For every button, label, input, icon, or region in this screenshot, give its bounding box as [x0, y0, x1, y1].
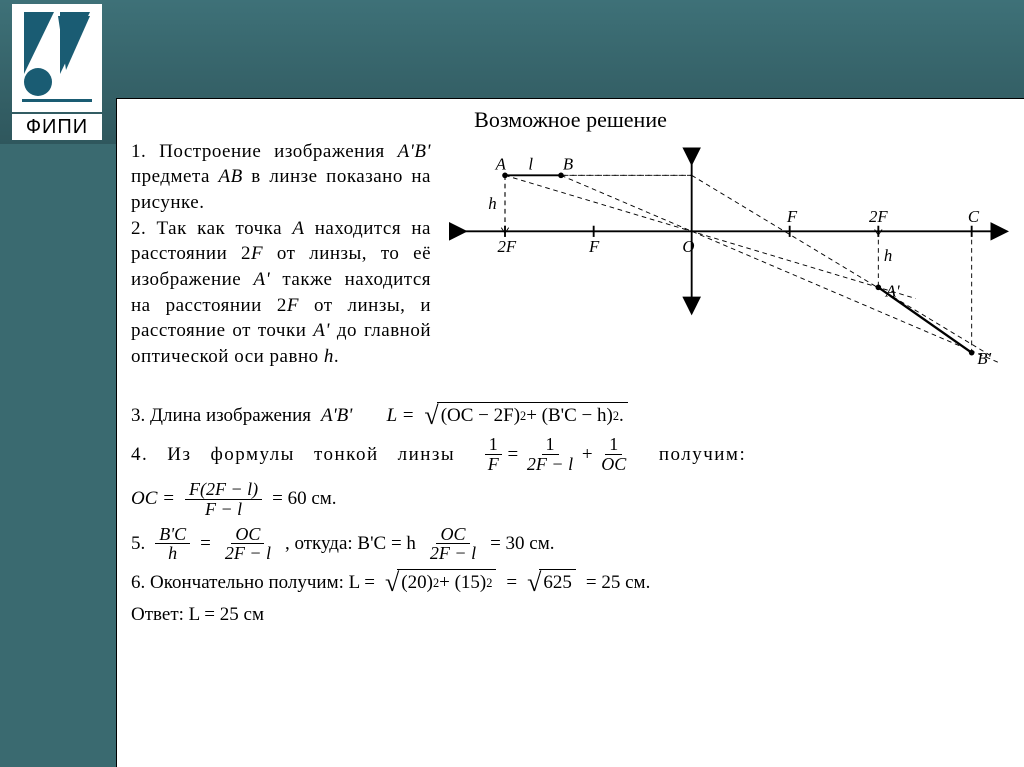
svg-text:2F: 2F: [869, 207, 888, 226]
svg-text:A': A': [885, 281, 900, 300]
equation-thin-lens: 4. Из формулы тонкой линзы 1F = 12F − l …: [131, 435, 1010, 474]
svg-text:C: C: [968, 207, 980, 226]
svg-text:2F: 2F: [498, 237, 517, 256]
lens-diagram: 2F F O F 2F C A B l h: [449, 139, 1010, 397]
equation-oc: OC = F(2F − l)F − l = 60 см.: [131, 480, 1010, 519]
svg-text:F: F: [786, 207, 798, 226]
svg-text:h: h: [488, 194, 496, 213]
svg-text:B': B': [977, 349, 991, 368]
answer-line: Ответ: L = 25 см: [131, 602, 1010, 628]
page-title: Возможное решение: [131, 105, 1010, 135]
svg-text:l: l: [528, 154, 533, 173]
svg-text:F: F: [588, 237, 600, 256]
equation-bc: 5. B'Ch = OC2F − l , откуда: B'C = h OC2…: [131, 525, 1010, 564]
paragraph-1: 1. Построение изображения A'B' предмета …: [131, 139, 431, 397]
logo-label: ФИПИ: [12, 114, 102, 140]
solution-panel: Возможное решение 1. Построение изображе…: [116, 98, 1024, 767]
svg-text:O: O: [682, 237, 694, 256]
svg-text:B: B: [563, 154, 573, 173]
equation-length: 3. Длина изображения A'B' L = √(OC − 2F)…: [131, 402, 1010, 429]
svg-text:h: h: [884, 246, 892, 265]
svg-text:A: A: [495, 154, 507, 173]
logo: [12, 4, 102, 112]
equation-final: 6. Окончательно получим: L = √(20)2 + (1…: [131, 569, 1010, 596]
